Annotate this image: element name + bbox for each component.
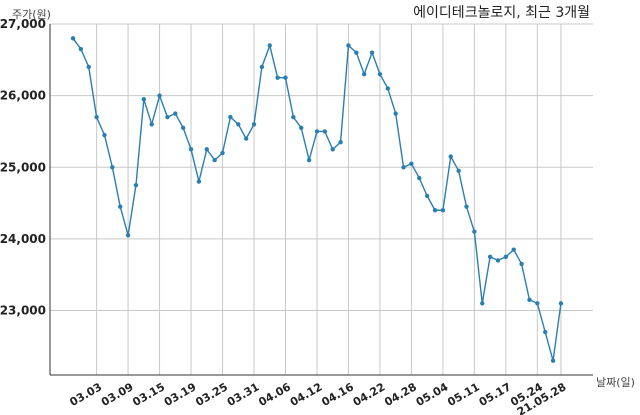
- data-point: [299, 125, 304, 131]
- x-tick-label: 04.12: [288, 380, 325, 409]
- x-tick-label: 04.16: [319, 380, 356, 409]
- data-point: [495, 258, 501, 263]
- data-point: [157, 93, 162, 98]
- x-tick-labels: 03.0303.0903.1503.1903.2503.3104.0604.12…: [67, 380, 568, 415]
- data-point: [480, 301, 485, 306]
- y-tick-label: 23,000: [0, 304, 46, 318]
- x-tick-label: 04.06: [256, 380, 293, 409]
- data-point: [503, 254, 509, 260]
- y-tick-label: 26,000: [0, 89, 46, 103]
- chart-title: 에이디테크놀로지, 최근 3개월: [413, 5, 590, 21]
- x-tick-label: 03.25: [193, 380, 230, 409]
- data-point: [314, 129, 320, 134]
- x-axis-title: 날짜(일): [596, 375, 635, 389]
- x-tick-label: 04.28: [382, 380, 419, 409]
- data-point: [440, 208, 446, 213]
- data-point: [283, 75, 288, 80]
- data-point: [259, 64, 265, 70]
- data-point: [424, 193, 430, 199]
- x-tick-label: 04.22: [351, 380, 388, 409]
- data-point: [330, 147, 335, 152]
- data-point: [236, 122, 241, 127]
- data-point: [125, 233, 131, 238]
- data-point: [519, 261, 524, 267]
- data-point: [346, 43, 351, 48]
- data-point: [322, 129, 328, 134]
- data-point: [543, 329, 548, 335]
- data-point: [267, 43, 272, 48]
- data-point: [417, 175, 422, 181]
- data-point: [511, 247, 516, 252]
- data-point: [385, 86, 390, 91]
- data-point: [70, 36, 76, 41]
- data-point: [86, 64, 91, 70]
- data-point: [220, 150, 225, 156]
- data-point: [251, 122, 257, 127]
- data-point: [291, 114, 296, 120]
- data-point: [487, 254, 493, 260]
- y-tick-labels: 23,000 24,000 25,000 26,000 27,000: [0, 17, 46, 318]
- y-tick-label: 25,000: [0, 160, 46, 174]
- y-axis-title: 주가(원): [12, 8, 51, 21]
- data-point: [94, 114, 99, 120]
- x-tick-label: 03.19: [162, 380, 199, 409]
- data-point: [306, 157, 312, 163]
- data-point: [550, 358, 556, 363]
- data-point: [133, 182, 139, 188]
- y-tick-label: 24,000: [0, 232, 46, 246]
- data-point: [165, 114, 170, 120]
- data-point: [369, 50, 375, 55]
- x-tick-label: 05.11: [445, 380, 482, 409]
- data-point: [173, 111, 178, 116]
- data-point: [527, 297, 532, 302]
- data-point: [204, 147, 209, 152]
- data-point: [118, 204, 123, 209]
- data-point: [78, 46, 84, 52]
- data-point: [464, 204, 469, 209]
- x-tick-label: 05.17: [477, 380, 514, 409]
- grid: [50, 23, 593, 375]
- data-point: [102, 132, 107, 138]
- data-point: [448, 154, 453, 159]
- data-point: [196, 179, 202, 184]
- data-point: [472, 229, 477, 234]
- data-point: [110, 165, 115, 170]
- x-tick-label: 05.04: [414, 380, 451, 409]
- data-point: [212, 157, 217, 163]
- data-point: [535, 301, 540, 306]
- x-tick-label: 03.31: [225, 380, 262, 409]
- x-tick-label: 03.03: [67, 380, 104, 409]
- data-point: [338, 139, 343, 145]
- data-point: [188, 147, 194, 152]
- data-point: [432, 208, 438, 213]
- data-point: [354, 50, 359, 55]
- data-point: [401, 165, 406, 170]
- data-point: [377, 71, 383, 77]
- data-point: [180, 125, 186, 131]
- data-point: [456, 168, 461, 174]
- data-point: [361, 71, 367, 77]
- data-point: [409, 161, 414, 166]
- data-point: [393, 111, 398, 116]
- data-point: [141, 97, 147, 102]
- x-tick-label: 03.09: [99, 380, 136, 409]
- data-point: [243, 136, 249, 141]
- data-points: [70, 36, 564, 363]
- data-point: [275, 75, 280, 80]
- data-point: [149, 122, 154, 127]
- data-point: [558, 301, 564, 306]
- y-tick-label: 27,000: [0, 17, 46, 31]
- x-tick-label: 03.15: [130, 380, 167, 409]
- data-point: [228, 114, 233, 120]
